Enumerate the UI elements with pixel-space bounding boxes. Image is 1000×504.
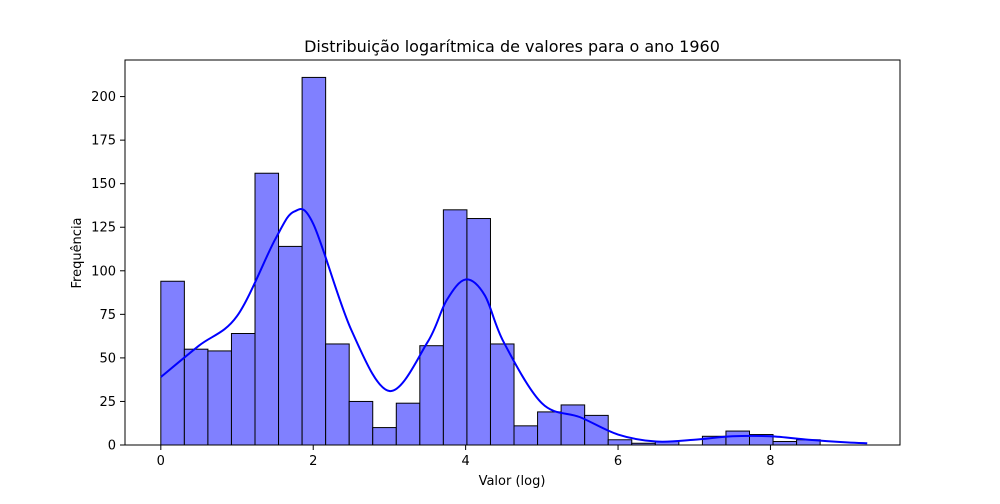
- histogram-bar: [160, 280, 185, 446]
- histogram-bar: [419, 345, 444, 446]
- histogram-bar: [772, 441, 798, 446]
- y-tick-label: 150: [91, 177, 116, 192]
- y-tick-label: 0: [108, 439, 116, 454]
- chart-title: Distribuição logarítmica de valores para…: [304, 37, 720, 56]
- histogram-bar: [254, 172, 280, 446]
- histogram-bar: [348, 400, 374, 446]
- histogram-bar: [372, 427, 397, 446]
- histogram-bar: [183, 348, 209, 446]
- x-tick-label: 2: [309, 454, 317, 469]
- y-tick-label: 175: [91, 134, 116, 149]
- histogram-bar: [537, 411, 562, 446]
- histogram-bar: [560, 404, 586, 446]
- histogram-bar: [725, 430, 750, 446]
- histogram-bar: [395, 402, 421, 446]
- y-tick-label: 125: [91, 221, 116, 236]
- y-tick-label: 100: [91, 264, 116, 279]
- histogram-bar: [207, 350, 232, 446]
- x-tick-label: 8: [766, 454, 774, 469]
- y-tick-label: 50: [99, 351, 116, 366]
- y-axis-ticks: 0 25 50 75 100 125 150 175 200: [91, 90, 125, 454]
- y-tick-label: 200: [91, 90, 116, 105]
- kde-line: [160, 208, 868, 445]
- histogram-bar: [489, 343, 515, 446]
- x-tick-label: 6: [614, 454, 622, 469]
- plot-frame: [124, 59, 901, 446]
- y-tick-label: 75: [99, 308, 116, 323]
- histogram-bar: [230, 333, 256, 446]
- bars-group: [160, 76, 821, 446]
- histogram-bar: [301, 76, 327, 446]
- x-tick-label: 0: [157, 454, 165, 469]
- histogram-bar: [466, 218, 491, 446]
- histogram-bar: [325, 343, 350, 446]
- histogram-bar: [278, 245, 303, 446]
- x-axis-ticks: 0 2 4 6 8: [157, 445, 775, 469]
- y-axis-label: Frequência: [70, 217, 85, 288]
- histogram-bar: [513, 425, 539, 446]
- x-tick-label: 4: [461, 454, 469, 469]
- histogram-bar: [607, 439, 633, 446]
- histogram-bar: [442, 209, 468, 446]
- x-axis-label: Valor (log): [479, 474, 546, 489]
- y-tick-label: 25: [99, 395, 116, 410]
